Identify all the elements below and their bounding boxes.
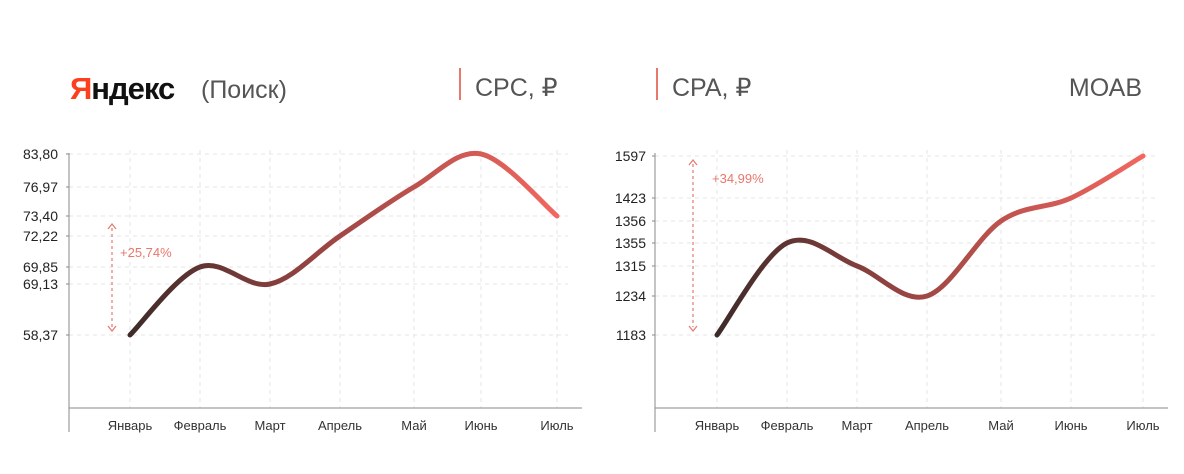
x-tick-label: Январь — [695, 418, 740, 433]
x-tick-label: Май — [988, 418, 1013, 433]
y-tick-label: 1234 — [615, 288, 646, 304]
y-tick-label: 76,97 — [23, 179, 58, 195]
y-tick-label: 1597 — [615, 148, 646, 164]
y-tick-label: 73,40 — [23, 208, 58, 224]
cpc-x-ticks: Январь Февраль Март Апрель Май Июнь Июль — [108, 418, 574, 433]
growth-percent-label: +34,99% — [712, 171, 764, 186]
cpa-x-ticks: Январь Февраль Март Апрель Май Июнь Июль — [695, 418, 1160, 433]
x-tick-label: Апрель — [905, 418, 949, 433]
y-tick-label: 69,13 — [23, 276, 58, 292]
yandex-logo: Яндекс — [70, 71, 175, 106]
x-tick-label: Март — [254, 418, 285, 433]
x-tick-label: Февраль — [174, 418, 227, 433]
y-tick-label: 1355 — [615, 235, 646, 251]
arrow-up-icon — [107, 223, 117, 230]
arrow-down-icon — [688, 325, 698, 332]
cpa-growth-annotation: +34,99% — [688, 159, 764, 332]
metric-cpa-title: CPA, ₽ — [672, 74, 751, 102]
arrow-up-icon — [688, 159, 698, 166]
y-tick-label: 72,22 — [23, 228, 58, 244]
logo-first-letter: Я — [70, 71, 91, 106]
x-tick-label: Июнь — [464, 418, 497, 433]
x-tick-label: Февраль — [761, 418, 814, 433]
x-tick-label: Январь — [108, 418, 153, 433]
cpa-series-line — [714, 153, 1146, 338]
cpa-grid — [655, 150, 1156, 408]
growth-percent-label: +25,74% — [120, 245, 172, 260]
brand-subtitle: (Поиск) — [201, 76, 287, 104]
x-tick-label: Март — [841, 418, 872, 433]
y-tick-label: 83,80 — [23, 146, 58, 162]
cpc-grid — [69, 150, 568, 408]
metric-cpc-title: CPC, ₽ — [475, 74, 558, 102]
y-tick-label: 1183 — [616, 327, 646, 343]
x-tick-label: Июль — [540, 418, 573, 433]
y-tick-label: 58,37 — [23, 327, 58, 343]
y-tick-label: 69,85 — [23, 259, 58, 275]
metric-moav-title: МОАВ — [1069, 74, 1142, 102]
x-tick-label: Июль — [1126, 418, 1159, 433]
cpc-series-line — [127, 150, 560, 338]
arrow-down-icon — [107, 325, 117, 332]
cpa-y-ticks: 1597 1423 1356 1355 1315 1234 1183 — [615, 148, 655, 343]
cpa-chart: 1597 1423 1356 1355 1315 1234 1183 Январь Февра… — [615, 148, 1168, 433]
y-tick-label: 1356 — [615, 213, 646, 229]
cpc-growth-annotation: +25,74% — [107, 223, 172, 332]
y-tick-label: 1423 — [615, 190, 646, 206]
x-tick-label: Май — [401, 418, 426, 433]
header: Яндекс (Поиск) CPC, ₽ CPA, ₽ МОАВ — [70, 68, 1142, 106]
x-tick-label: Апрель — [318, 418, 362, 433]
logo-rest: ндекс — [91, 71, 175, 106]
y-tick-label: 1315 — [615, 258, 646, 274]
x-tick-label: Июнь — [1054, 418, 1087, 433]
